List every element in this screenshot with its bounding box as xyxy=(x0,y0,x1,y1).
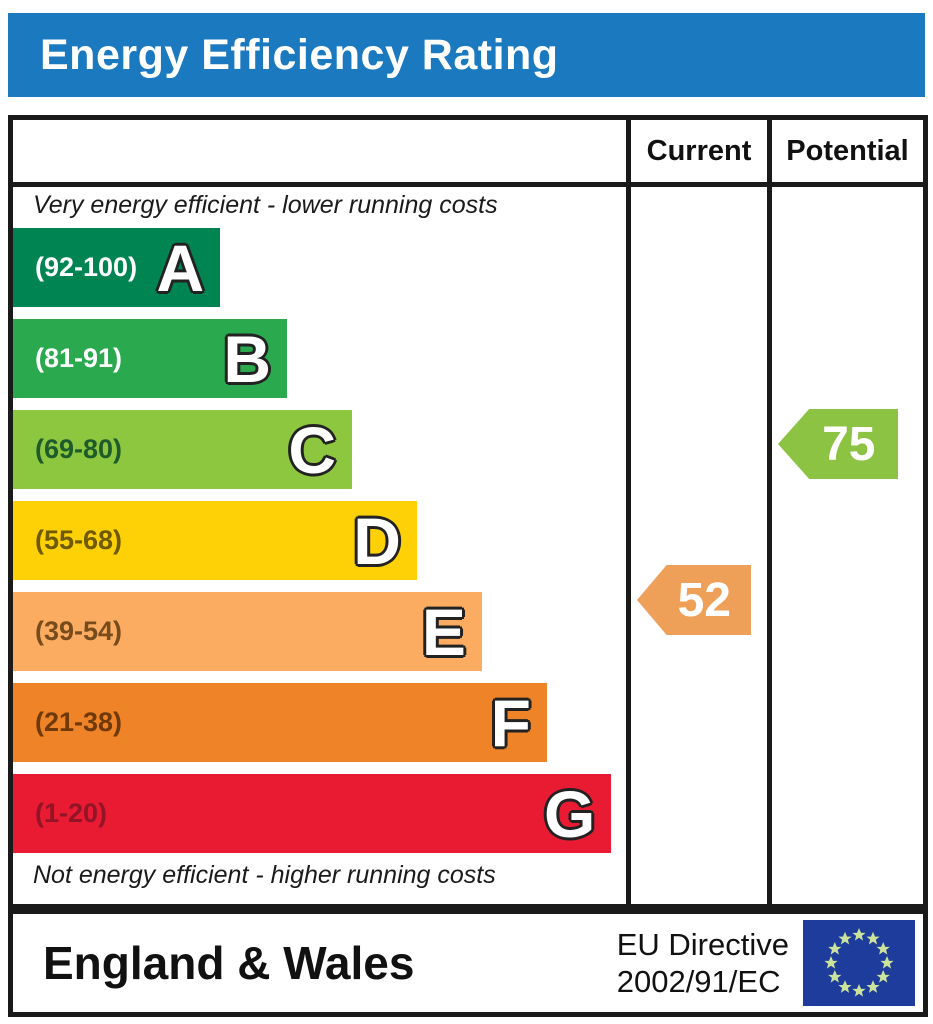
page-title: Energy Efficiency Rating xyxy=(40,30,559,79)
band-range-label: (92-100) xyxy=(35,252,138,282)
band-range-label: (81-91) xyxy=(35,343,123,373)
band-row-c: (69-80) C xyxy=(13,410,626,489)
band-row-f: (21-38) F xyxy=(13,683,626,762)
current-column: 52 xyxy=(631,187,772,904)
band-row-g: (1-20) G xyxy=(13,774,626,853)
potential-rating-value: 75 xyxy=(822,417,876,471)
band-letter: B xyxy=(223,321,271,396)
potential-column: 75 xyxy=(772,187,923,904)
chart-header-row: Current Potential xyxy=(13,120,923,187)
title-bar: Energy Efficiency Rating xyxy=(8,13,925,97)
eu-flag-icon xyxy=(803,920,915,1006)
band-letter: G xyxy=(543,776,596,851)
potential-rating-arrow: 75 xyxy=(778,409,898,479)
eu-directive-line2: 2002/91/EC xyxy=(616,964,781,999)
band-bar-e: (39-54) E xyxy=(13,592,482,671)
header-spacer xyxy=(13,120,631,182)
band-letter: A xyxy=(156,230,205,305)
band-row-a: (92-100) A xyxy=(13,228,626,307)
band-row-e: (39-54) E xyxy=(13,592,626,671)
band-bar-c: (69-80) C xyxy=(13,410,352,489)
column-header-current: Current xyxy=(631,120,772,182)
band-bar-a: (92-100) A xyxy=(13,228,221,307)
band-row-d: (55-68) D xyxy=(13,501,626,580)
band-bar-d: (55-68) D xyxy=(13,501,417,580)
band-range-label: (21-38) xyxy=(35,707,123,737)
band-letter: D xyxy=(353,503,401,578)
band-range-label: (1-20) xyxy=(35,798,108,828)
band-letter: E xyxy=(421,594,466,669)
footer-bar: England & Wales EU Directive 2002/91/EC xyxy=(8,909,928,1017)
band-range-label: (69-80) xyxy=(35,434,123,464)
band-bar-b: (81-91) B xyxy=(13,319,287,398)
band-bar-f: (21-38) F xyxy=(13,683,547,762)
band-letter: C xyxy=(288,412,336,487)
current-rating-arrow: 52 xyxy=(637,565,751,635)
band-bar-g: (1-20) G xyxy=(13,774,612,853)
eu-directive-line1: EU Directive xyxy=(616,926,789,962)
band-range-label: (39-54) xyxy=(35,616,123,646)
bottom-note: Not energy efficient - higher running co… xyxy=(33,861,496,889)
rating-chart: Current Potential Very energy efficient … xyxy=(8,115,928,909)
column-header-potential: Potential xyxy=(786,134,909,167)
bands-column: Very energy efficient - lower running co… xyxy=(13,187,631,904)
eu-directive-label: EU Directive 2002/91/EC xyxy=(617,926,789,1000)
current-rating-value: 52 xyxy=(677,573,731,627)
band-row-b: (81-91) B xyxy=(13,319,626,398)
band-range-label: (55-68) xyxy=(35,525,123,555)
chart-body: Very energy efficient - lower running co… xyxy=(13,187,923,904)
band-letter: F xyxy=(490,685,531,760)
region-label: England & Wales xyxy=(43,937,415,989)
top-note: Very energy efficient - lower running co… xyxy=(33,191,498,219)
